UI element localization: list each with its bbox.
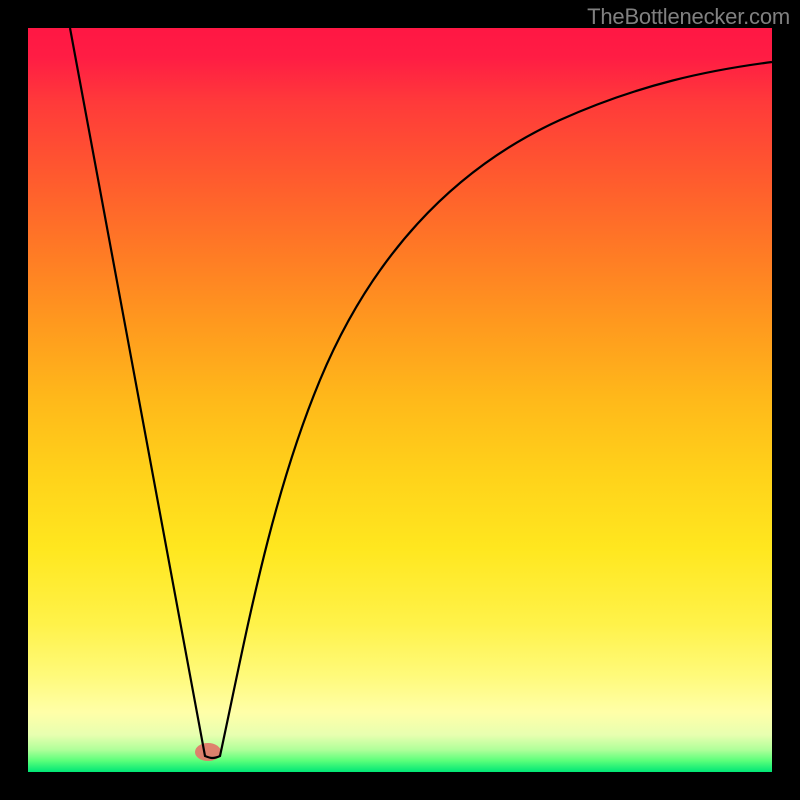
- watermark-text: TheBottlenecker.com: [587, 4, 790, 30]
- chart-container: TheBottlenecker.com: [0, 0, 800, 800]
- chart-svg: [0, 0, 800, 800]
